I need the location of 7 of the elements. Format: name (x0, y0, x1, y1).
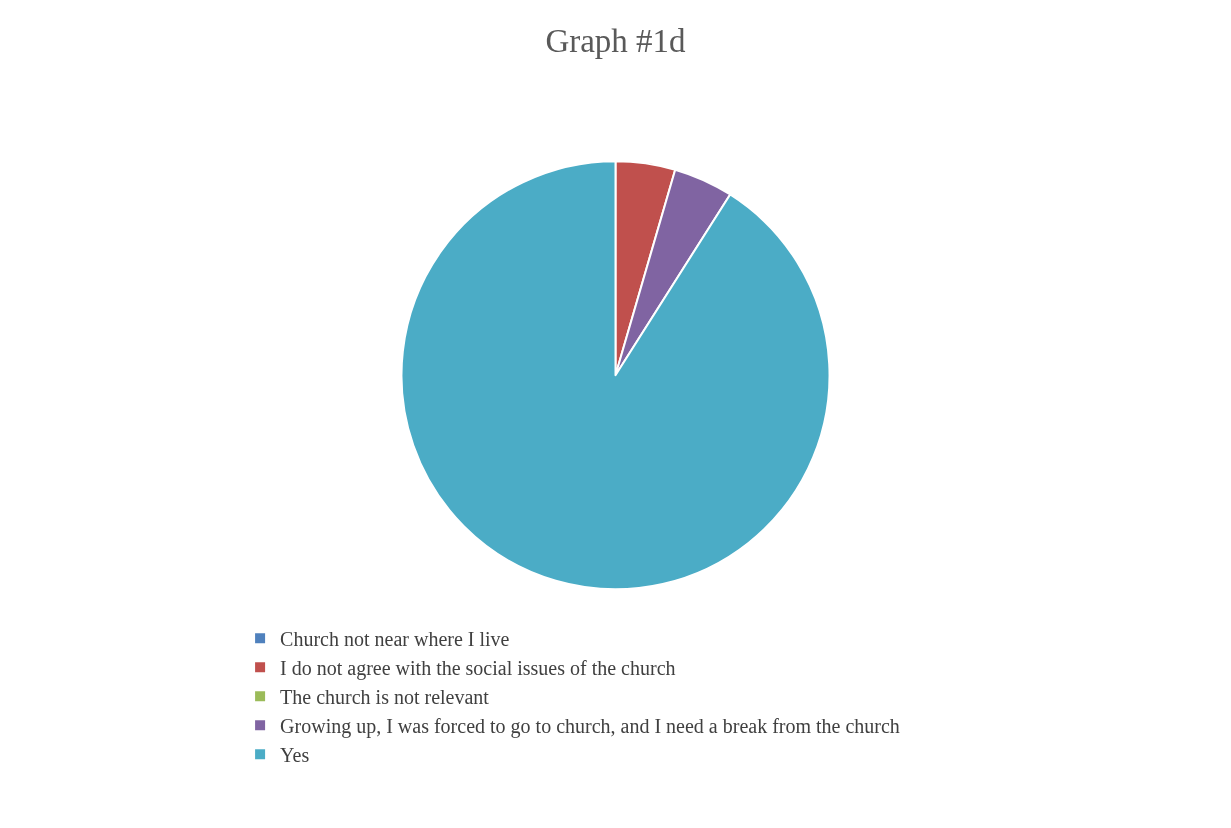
legend-label: Growing up, I was forced to go to church, and I need a break from the church (280, 715, 900, 739)
legend-label: The church is not relevant (280, 686, 490, 709)
legend-label: Yes (280, 744, 310, 767)
legend-label: Church not near where I live (280, 628, 510, 651)
chart-title: Graph #1d (545, 23, 687, 60)
pie-slice (400, 160, 831, 591)
legend-label: I do not agree with the social issues of the church (280, 657, 676, 681)
